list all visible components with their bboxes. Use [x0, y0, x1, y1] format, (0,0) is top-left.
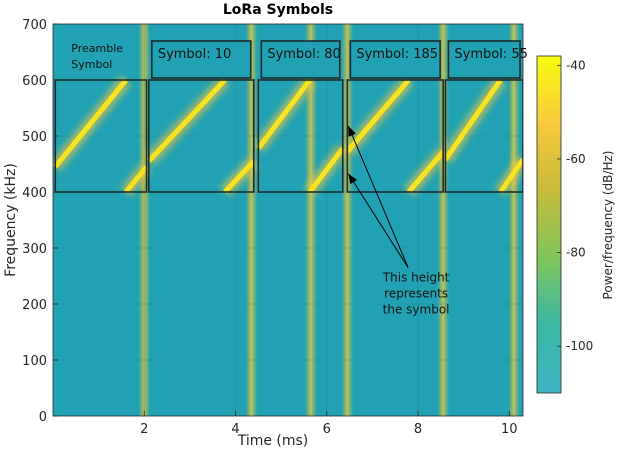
x-tick-label: 8 — [414, 422, 422, 437]
chirp-line — [256, 78, 345, 194]
chirp-line — [345, 78, 446, 194]
symbol-label: Symbol: 80 — [267, 47, 340, 62]
chirp-line — [53, 78, 149, 194]
spectral-streak — [507, 24, 520, 416]
symbol-label: Symbol: 10 — [158, 47, 231, 62]
annotation-text: This height — [382, 271, 450, 285]
x-tick-label: 10 — [501, 422, 518, 437]
x-tick-label: 2 — [140, 422, 148, 437]
y-tick-label: 400 — [22, 186, 47, 201]
chart-title: LoRa Symbols — [223, 2, 333, 18]
colorbar-tick-label: -80 — [566, 246, 586, 260]
y-tick-label: 300 — [22, 242, 47, 257]
symbol-label: Symbol: 55 — [454, 47, 527, 62]
symbol-label-box — [349, 40, 441, 79]
colorbar-tick-label: -60 — [566, 152, 586, 166]
x-tick-label: 4 — [231, 422, 239, 437]
symbol-label-box — [447, 40, 521, 79]
y-tick-label: 200 — [22, 298, 47, 313]
symbol-label: Symbol: 185 — [356, 47, 438, 62]
y-tick-label: 700 — [22, 18, 47, 33]
symbol-box — [257, 79, 344, 193]
chirp-line — [147, 78, 256, 194]
preamble-label: Preamble — [71, 42, 123, 55]
y-tick-label: 600 — [22, 74, 47, 89]
annotation-text: the symbol — [383, 303, 450, 317]
colorbar — [536, 55, 562, 394]
annotation-arrow — [347, 125, 409, 268]
arrow-head — [348, 126, 356, 137]
colorbar-tick-label: -100 — [566, 339, 593, 353]
colorbar-label: Power/frequency (dB/Hz) — [601, 151, 615, 300]
preamble-label: Symbol — [71, 58, 112, 71]
y-tick-label: 100 — [22, 354, 47, 369]
symbol-label-box — [260, 40, 341, 79]
y-axis-label: Frequency (kHz) — [3, 163, 19, 277]
spectral-streak — [341, 24, 354, 416]
spectral-streak — [245, 24, 258, 416]
x-axis-label: Time (ms) — [237, 433, 309, 449]
plot-frame — [52, 23, 524, 417]
chirp-line — [443, 78, 523, 194]
annotation-arrow — [347, 173, 409, 268]
symbol-box — [346, 79, 444, 193]
colorbar-tick-label: -40 — [566, 58, 586, 72]
x-tick-label: 6 — [323, 422, 331, 437]
y-tick-label: 500 — [22, 130, 47, 145]
symbol-box — [444, 79, 523, 193]
y-tick-label: 0 — [39, 410, 47, 425]
arrow-head — [348, 173, 358, 185]
spectral-streak — [304, 24, 317, 416]
symbol-box — [148, 79, 255, 193]
symbol-label-box — [151, 40, 252, 79]
annotation-text: represents — [384, 287, 448, 301]
